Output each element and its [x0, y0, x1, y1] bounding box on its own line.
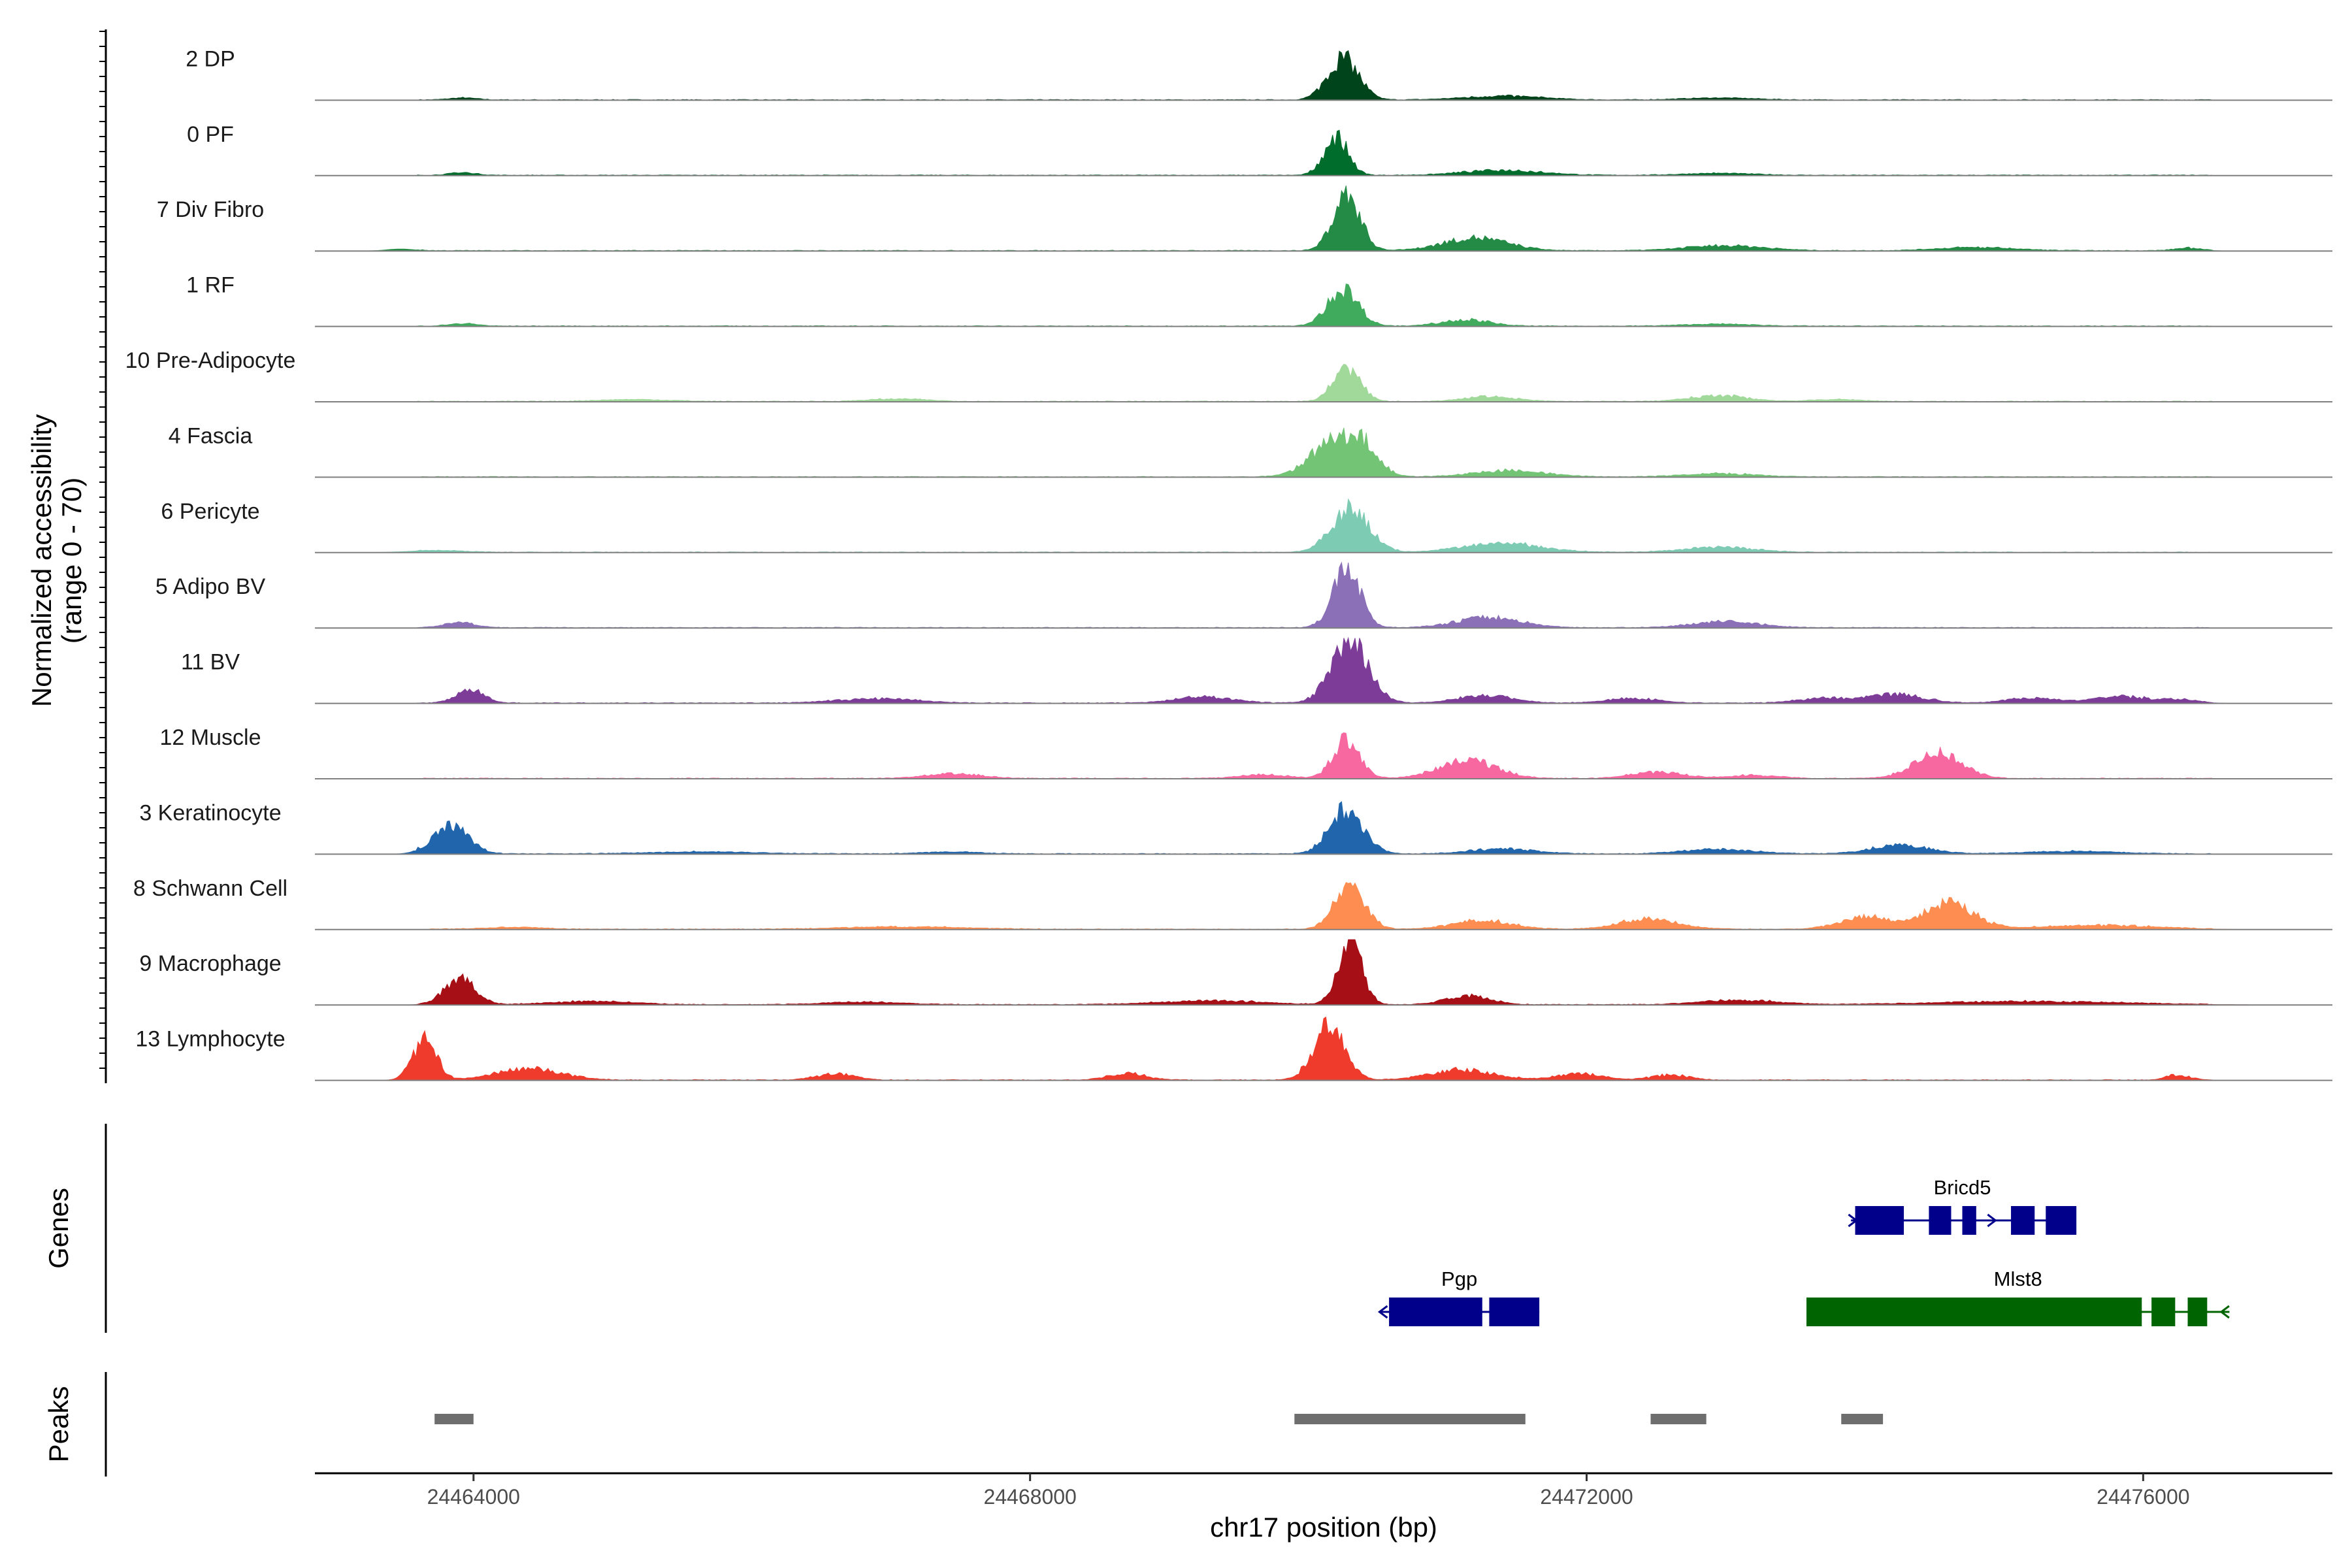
coverage-area — [315, 801, 2332, 855]
gene-exon — [1389, 1298, 1482, 1326]
y-axis-title: Normalized accessibility — [26, 414, 57, 707]
track-label: 10 Pre-Adipocyte — [125, 348, 296, 373]
gene-exon — [2187, 1298, 2208, 1326]
peak-region — [1841, 1414, 1884, 1424]
coverage-area — [315, 284, 2332, 327]
strand-arrow — [2219, 1305, 2230, 1319]
track-2: 0 PF — [187, 122, 2332, 176]
x-axis-title: chr17 position (bp) — [1210, 1512, 1437, 1543]
gene-exon — [1929, 1206, 1952, 1235]
gene-exon — [1855, 1206, 1904, 1235]
track-label: 4 Fascia — [169, 423, 253, 448]
gene-exon — [1489, 1298, 1540, 1326]
gene-label: Bricd5 — [1934, 1176, 1991, 1199]
gene-label: Mlst8 — [1994, 1267, 2042, 1290]
left-axes — [99, 29, 107, 1477]
track-8: 5 Adipo BV — [155, 561, 2332, 629]
x-tick-label: 24476000 — [2097, 1485, 2189, 1509]
track-label: 12 Muscle — [160, 725, 261, 750]
track-3: 7 Div Fibro — [157, 186, 2332, 252]
track-11: 3 Keratinocyte — [139, 800, 2332, 855]
coverage-area — [315, 427, 2332, 478]
peak-region — [1650, 1414, 1707, 1424]
track-label: 1 RF — [186, 273, 235, 298]
track-7: 6 Pericyte — [161, 498, 2332, 553]
track-label: 9 Macrophage — [139, 951, 281, 976]
coverage-area — [315, 363, 2332, 402]
track-14: 13 Lymphocyte — [135, 1016, 2332, 1081]
coverage-area — [315, 498, 2332, 553]
track-label: 7 Div Fibro — [157, 197, 264, 222]
track-12: 8 Schwann Cell — [133, 876, 2332, 930]
x-tick-label: 24464000 — [427, 1485, 520, 1509]
coverage-area — [315, 882, 2332, 930]
track-5: 10 Pre-Adipocyte — [125, 348, 2332, 402]
gene-bricd5: Bricd5 — [1848, 1176, 2077, 1235]
strand-arrow — [1987, 1213, 1997, 1228]
coverage-area — [315, 1016, 2332, 1081]
genes-track-title: Genes — [43, 1188, 74, 1269]
x-axis: 24464000 24468000 24472000 24476000 — [315, 1472, 2332, 1509]
gene-exon — [2046, 1206, 2077, 1235]
track-4: 1 RF — [186, 273, 2332, 327]
track-label: 11 BV — [181, 650, 240, 675]
peak-region — [434, 1414, 474, 1424]
strand-arrow — [1377, 1305, 1388, 1319]
gene-mlst8: Mlst8 — [1806, 1267, 2230, 1326]
track-label: 2 DP — [186, 46, 235, 71]
coverage-area — [315, 561, 2332, 629]
coverage-area — [315, 50, 2332, 101]
coverage-tracks: 2 DP 0 PF 7 Div Fibro 1 RF 10 Pre-Adipocyte 4… — [125, 46, 2332, 1081]
coverage-area — [315, 129, 2332, 176]
gene-exon — [2011, 1206, 2035, 1235]
track-label: 5 Adipo BV — [155, 574, 266, 599]
peaks-track-title: Peaks — [43, 1386, 74, 1463]
x-tick-label: 24468000 — [983, 1485, 1076, 1509]
coverage-area — [315, 186, 2332, 252]
track-label: 6 Pericyte — [161, 499, 259, 524]
track-13: 9 Macrophage — [139, 939, 2332, 1006]
gene-exon — [1806, 1298, 2142, 1326]
peak-region — [1294, 1414, 1526, 1424]
gene-exon — [1962, 1206, 1976, 1235]
track-label: 8 Schwann Cell — [133, 876, 287, 901]
peak-track — [434, 1414, 1884, 1424]
track-9: 11 BV — [181, 636, 2332, 704]
strand-arrow — [1848, 1213, 1858, 1228]
coverage-area — [315, 636, 2332, 704]
gene-track: Bricd5 Pgp Mlst8 — [1377, 1176, 2230, 1326]
coverage-area — [315, 732, 2332, 779]
track-1: 2 DP — [186, 46, 2332, 101]
y-axis-subtitle: (range 0 - 70) — [56, 478, 87, 644]
track-label: 3 Keratinocyte — [139, 800, 281, 825]
x-tick-label: 24472000 — [1540, 1485, 1633, 1509]
track-label: 13 Lymphocyte — [135, 1027, 285, 1052]
gene-exon — [2151, 1298, 2176, 1326]
track-6: 4 Fascia — [169, 423, 2332, 478]
track-10: 12 Muscle — [160, 725, 2332, 779]
gene-pgp: Pgp — [1377, 1267, 1540, 1326]
coverage-area — [315, 939, 2332, 1005]
track-label: 0 PF — [187, 122, 234, 147]
accessibility-axis-ticks — [99, 31, 106, 1069]
gene-label: Pgp — [1441, 1267, 1477, 1290]
x-axis-ticks: 24464000 24468000 24472000 24476000 — [427, 1473, 2190, 1509]
